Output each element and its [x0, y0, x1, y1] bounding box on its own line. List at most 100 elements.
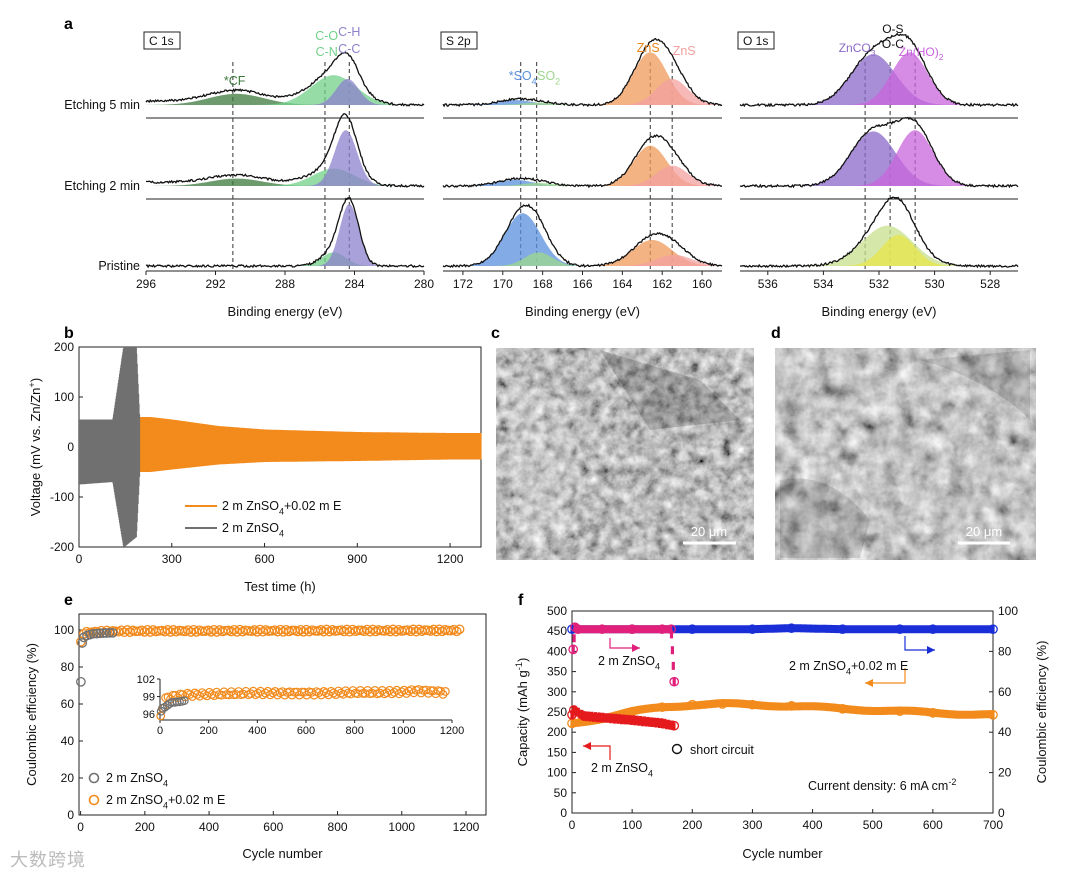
fitted-peak-component: [443, 100, 722, 105]
ce-point-baseline: [98, 628, 108, 638]
plot-frame: [78, 613, 487, 816]
spectrum-line: [442, 134, 723, 189]
peak-label-so4: *SO4: [509, 69, 537, 86]
peak-label-zns: ZnS: [637, 41, 660, 55]
x-tick-label: 400: [803, 818, 823, 832]
y2-axis-label: Coulombic efficiency (%): [1034, 641, 1049, 784]
panel-letter-f: f: [518, 592, 524, 609]
y-tick-label: 80: [61, 660, 75, 674]
x-axis-label: Binding energy (eV): [822, 304, 937, 319]
panel-letter-d: d: [771, 325, 781, 342]
peak-label-znco3: ZnCO3: [839, 41, 876, 58]
peak-label-zns-2: ZnS: [673, 44, 696, 58]
y-tick-label: 350: [547, 665, 567, 679]
ce-point-baseline: [570, 622, 580, 633]
x-tick-label: 600: [255, 552, 275, 566]
fitted-peak-component: [740, 52, 1018, 105]
fitted-peak-component: [443, 182, 722, 186]
panel-letter-c: c: [491, 325, 500, 342]
watermark: 大数跨境: [10, 850, 86, 871]
voltage-profile-panel-b: 0 300 600 900 1200 -200 -100 0 100 200 Test time (…: [27, 340, 482, 594]
inset-y-tick-label: 102: [137, 674, 155, 686]
x-tick-label: 534: [813, 277, 833, 291]
ce-point-additive: [139, 627, 150, 637]
row-label: Pristine: [98, 259, 140, 273]
capacity-point-additive: [928, 707, 938, 718]
fitted-peak-component: [146, 252, 424, 266]
coulombic-efficiency-panel-e: 0 200 400 600 800 1000 1200 0 20 40 60 80 100 Cycle n…: [24, 613, 487, 861]
peak-label-oc: O-C: [882, 37, 904, 51]
y2-tick-label: 60: [998, 685, 1012, 699]
ce-point-additive: [837, 624, 848, 635]
spectrum-line: [442, 203, 723, 269]
inset-x-tick-label: 0: [157, 725, 163, 737]
legend-label-additive: 2 m ZnSO4+0.02 m E: [222, 499, 341, 516]
annotation-arrow-ce-baseline-head: [632, 644, 640, 652]
y-axis-label: Coulombic efficiency (%): [24, 643, 39, 786]
fitted-peak-component: [146, 168, 424, 186]
x-tick-label: 532: [869, 277, 889, 291]
x-axis-label: Binding energy (eV): [228, 304, 343, 319]
y-tick-label: 60: [61, 697, 75, 711]
annotation-label-capacity-baseline: 2 m ZnSO4: [591, 761, 653, 778]
ce-point-baseline: [107, 627, 118, 638]
ce-point-baseline: [669, 676, 680, 687]
y-tick-label: 40: [61, 734, 75, 748]
fitted-peak-component: [146, 130, 424, 186]
y-tick-label: 0: [560, 806, 567, 820]
fitted-peak-component: [443, 79, 722, 105]
ce-point-additive: [928, 624, 938, 635]
inset-point-additive: [261, 688, 270, 698]
ce-point-additive: [786, 623, 797, 634]
spectrum-line: [442, 37, 723, 108]
x-tick-label: 400: [199, 820, 219, 834]
y-tick-label: 100: [54, 623, 74, 637]
x-tick-label: 164: [612, 277, 632, 291]
x-tick-label: 1000: [388, 820, 415, 834]
capacity-point-baseline: [567, 709, 577, 720]
y-tick-label: 50: [554, 786, 568, 800]
x-tick-label: 160: [692, 277, 712, 291]
peak-label-cc: C-C: [338, 42, 360, 56]
y-tick-label: 100: [54, 390, 74, 404]
legend-label-baseline: 2 m ZnSO4: [222, 521, 284, 538]
annotation-label-short-circuit: short circuit: [690, 743, 754, 757]
ce-point-baseline: [597, 624, 607, 635]
y-tick-label: 450: [547, 624, 567, 638]
annotation-arrow-ce-baseline: [609, 638, 640, 649]
legend-marker: [88, 772, 100, 784]
capacity-point-baseline: [597, 712, 607, 723]
y2-tick-label: 80: [998, 644, 1012, 658]
capacity-point-baseline: [579, 711, 589, 721]
ce-point-baseline: [573, 624, 583, 635]
xps-chart-a-C1s: 296 292 288 284 280 Binding energy (eV) C 1s: [136, 31, 434, 319]
capacity-point-baseline: [669, 720, 680, 731]
y-tick-label: 0: [67, 808, 74, 822]
spectrum-title-box: [143, 31, 181, 50]
y-tick-label: 0: [67, 440, 74, 454]
x-tick-label: 170: [493, 277, 513, 291]
ce-point-additive: [894, 624, 905, 635]
x-tick-label: 528: [980, 277, 1000, 291]
spectrum-line: [739, 32, 1019, 108]
x-axis-label: Test time (h): [244, 579, 316, 594]
x-tick-label: 0: [76, 552, 83, 566]
peak-label-os: O-S: [882, 22, 903, 36]
y-tick-label: 300: [547, 685, 567, 699]
y-tick-label: 400: [547, 644, 567, 658]
y-tick-label: 200: [54, 340, 74, 354]
spectrum-line: [145, 113, 425, 188]
ce-point-baseline: [91, 628, 102, 639]
annotation-arrow-capacity-additive-head: [865, 679, 873, 687]
y2-tick-label: 40: [998, 725, 1012, 739]
x-tick-label: 600: [263, 820, 283, 834]
x-tick-label: 162: [652, 277, 672, 291]
spectrum-title: S 2p: [446, 34, 471, 48]
capacity-point-additive: [988, 709, 998, 720]
fitted-peak-component: [443, 179, 722, 186]
y-tick-label: 150: [547, 745, 567, 759]
x-tick-label: 200: [135, 820, 155, 834]
x-tick-label: 500: [863, 818, 883, 832]
spectrum-line: [739, 116, 1019, 189]
